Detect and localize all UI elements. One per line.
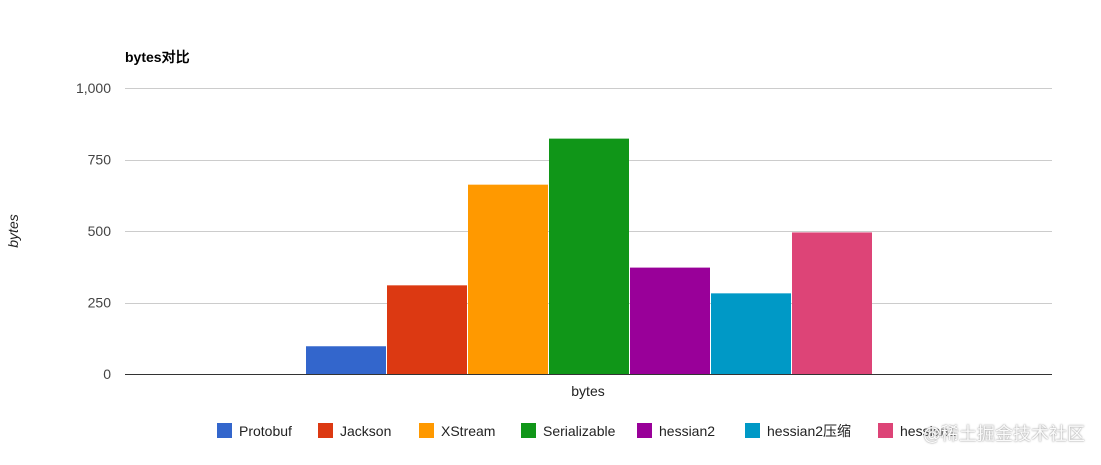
legend-label: Serializable (543, 423, 616, 439)
legend-label: hessian2 (659, 423, 715, 439)
bar-hessian2 (630, 267, 710, 374)
bar-xstream (468, 184, 548, 374)
legend-swatch (521, 423, 536, 438)
legend-swatch (878, 423, 893, 438)
chart-title: bytes对比 (125, 49, 190, 65)
legend-label: XStream (441, 423, 495, 439)
bars (306, 138, 872, 374)
legend-swatch (745, 423, 760, 438)
watermark-text: @稀土掘金技术社区 (923, 424, 1085, 445)
bar-hessian1 (792, 232, 872, 374)
x-axis-category-label: bytes (571, 383, 604, 399)
legend-swatch (419, 423, 434, 438)
y-tick-label: 750 (88, 152, 112, 168)
legend-label: hessian2压缩 (767, 423, 851, 439)
legend-swatch (217, 423, 232, 438)
y-axis-title: bytes (5, 214, 21, 247)
bar-jackson (387, 285, 467, 374)
bar-hessian2--compressed (711, 293, 791, 374)
bar-protobuf (306, 346, 386, 374)
y-tick-label: 1,000 (76, 80, 111, 96)
legend: Protobuf Jackson XStream Serializable hessia… (217, 423, 956, 439)
bar-serializable (549, 138, 629, 374)
y-tick-label: 500 (88, 223, 112, 239)
legend-label: hessian1 (900, 423, 956, 439)
y-tick-label: 250 (88, 295, 112, 311)
y-tick-label: 0 (103, 366, 111, 382)
y-axis-ticks: 0 250 500 750 1,000 (76, 80, 111, 382)
legend-label: Jackson (340, 423, 391, 439)
legend-swatch (318, 423, 333, 438)
legend-swatch (637, 423, 652, 438)
legend-label: Protobuf (239, 423, 292, 439)
